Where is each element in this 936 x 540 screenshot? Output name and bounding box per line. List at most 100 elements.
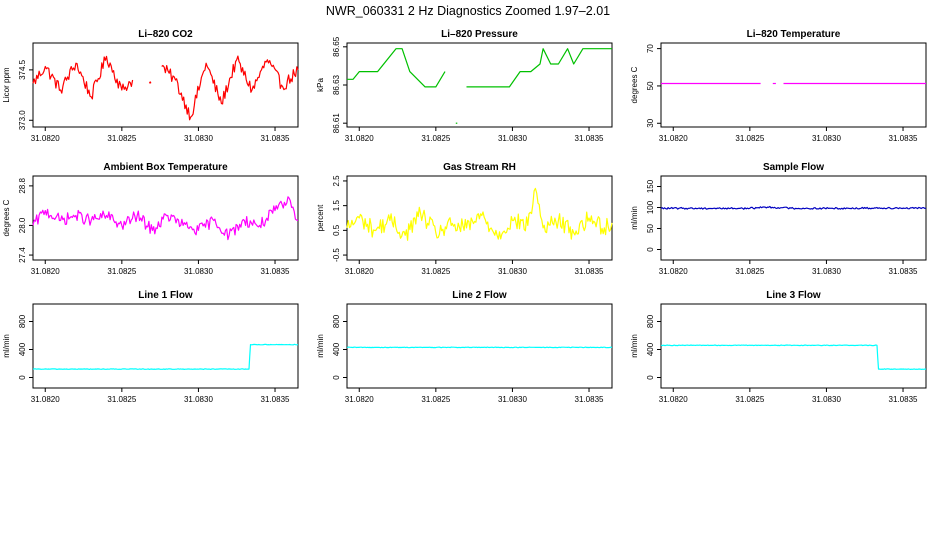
panel-line-2-flow: Line 2 Flow ml/min 0 400 800 31.0820 31.0825 31… [316, 290, 613, 404]
plot-frame-line-3-flow [660, 303, 927, 389]
panel-title-li-820-co2: Li–820 CO2 [138, 29, 193, 40]
y-tick-label: 374.5 [18, 59, 27, 80]
y-axis-label-li-820-pressure: kPa [316, 78, 325, 92]
y-tick-label: 800 [646, 314, 655, 328]
y-tick-label: 400 [646, 342, 655, 356]
x-tick-label: 31.0830 [498, 267, 527, 276]
x-tick-label: 31.0825 [421, 134, 450, 143]
series-line-li-820-pressure-1 [347, 48, 446, 88]
series-line-li-820-co2-1 [32, 55, 134, 100]
x-tick-label: 31.0820 [659, 134, 688, 143]
x-tick-label: 31.0835 [889, 134, 918, 143]
y-axis-label-ambient-box-temperature: degrees C [2, 199, 11, 236]
x-tick-label: 31.0825 [735, 267, 764, 276]
y-tick-label: 100 [646, 200, 655, 214]
series-line-line-1-flow-1 [32, 343, 299, 370]
x-tick-label: 31.0830 [812, 267, 841, 276]
series-line-line-2-flow-1 [346, 346, 613, 349]
x-tick-label: 31.0820 [31, 134, 60, 143]
panel-title-sample-flow: Sample Flow [763, 162, 824, 173]
panel-title-li-820-pressure: Li–820 Pressure [441, 29, 518, 40]
x-tick-label: 31.0835 [261, 267, 290, 276]
x-tick-label: 31.0835 [575, 267, 604, 276]
y-axis-label-line-2-flow: ml/min [316, 334, 325, 358]
series-line-gas-stream-rh-1 [346, 187, 613, 241]
y-tick-label: 27.4 [18, 247, 27, 263]
y-tick-label: 28.8 [18, 178, 27, 194]
y-tick-label: 28.0 [18, 217, 27, 233]
x-tick-label: 31.0825 [735, 134, 764, 143]
y-tick-label: 0 [646, 375, 655, 380]
figure-title: NWR_060331 2 Hz Diagnostics Zoomed 1.97–… [326, 4, 610, 18]
panel-title-line-2-flow: Line 2 Flow [452, 290, 507, 301]
plot-frame-sample-flow [660, 175, 927, 261]
y-axis-label-line-1-flow: ml/min [2, 334, 11, 358]
y-tick-label: 0 [18, 375, 27, 380]
y-tick-label: 50 [646, 224, 655, 233]
x-tick-label: 31.0830 [498, 395, 527, 404]
x-tick-label: 31.0820 [659, 395, 688, 404]
y-tick-label: 2.5 [332, 175, 341, 187]
x-tick-label: 31.0830 [812, 395, 841, 404]
x-tick-label: 31.0825 [107, 134, 136, 143]
y-tick-label: 30 [646, 118, 655, 127]
panel-gas-stream-rh: Gas Stream RH percent -0.5 0.5 1.5 2.5 31.0820… [316, 162, 613, 276]
y-axis-label-li-820-co2: Licor ppm [2, 67, 11, 102]
x-tick-label: 31.0835 [889, 395, 918, 404]
series-line-li-820-co2-3 [161, 55, 299, 121]
panel-title-line-1-flow: Line 1 Flow [138, 290, 193, 301]
plot-frame-ambient-box-temperature [32, 175, 299, 261]
y-tick-label: 86.65 [332, 36, 341, 57]
x-tick-label: 31.0835 [575, 134, 604, 143]
panel-li-820-pressure: Li–820 Pressure kPa 86.61 86.63 86.65 31.0820… [316, 29, 613, 143]
plot-frame-line-1-flow [32, 303, 299, 389]
plot-frame-li-820-co2 [32, 42, 299, 128]
x-tick-label: 31.0830 [812, 134, 841, 143]
x-tick-label: 31.0830 [184, 395, 213, 404]
y-tick-label: 86.61 [332, 113, 341, 134]
panel-sample-flow: Sample Flow ml/min 0 50 100 150 31.0820 31.0825… [630, 162, 927, 276]
y-axis-label-sample-flow: ml/min [630, 206, 639, 230]
x-tick-label: 31.0820 [345, 395, 374, 404]
y-tick-label: 0 [646, 247, 655, 252]
y-tick-label: 1.5 [332, 200, 341, 212]
x-tick-label: 31.0820 [31, 395, 60, 404]
series-line-li-820-co2-2 [148, 81, 152, 84]
x-tick-label: 31.0835 [261, 395, 290, 404]
x-tick-label: 31.0830 [184, 267, 213, 276]
x-tick-label: 31.0835 [575, 395, 604, 404]
x-tick-label: 31.0820 [345, 267, 374, 276]
x-tick-label: 31.0825 [735, 395, 764, 404]
y-tick-label: 150 [646, 179, 655, 193]
y-tick-label: 400 [18, 342, 27, 356]
panel-grid: Li–820 CO2 Licor ppm 373.0 374.5 31.0820 31.0… [2, 29, 927, 404]
series-line-ambient-box-temperature-1 [32, 196, 299, 241]
x-tick-label: 31.0835 [261, 134, 290, 143]
x-tick-label: 31.0825 [421, 395, 450, 404]
panel-line-1-flow: Line 1 Flow ml/min 0 400 800 31.0820 31.0825 31… [2, 290, 299, 404]
series-line-li-820-pressure-3 [466, 48, 612, 88]
y-tick-label: 0 [332, 375, 341, 380]
panel-li-820-co2: Li–820 CO2 Licor ppm 373.0 374.5 31.0820 31.0… [2, 29, 299, 143]
panel-line-3-flow: Line 3 Flow ml/min 0 400 800 31.0820 31.0825 31… [630, 290, 927, 404]
y-axis-label-line-3-flow: ml/min [630, 334, 639, 358]
x-tick-label: 31.0825 [107, 395, 136, 404]
x-tick-label: 31.0820 [659, 267, 688, 276]
panel-li-820-temperature: Li–820 Temperature degrees C 30 50 70 31.0820… [630, 29, 927, 143]
panel-title-line-3-flow: Line 3 Flow [766, 290, 821, 301]
x-tick-label: 31.0830 [184, 134, 213, 143]
x-tick-label: 31.0825 [421, 267, 450, 276]
y-axis-label-li-820-temperature: degrees C [630, 66, 639, 103]
y-tick-label: 70 [646, 44, 655, 53]
plot-frame-li-820-pressure [346, 42, 613, 128]
x-tick-label: 31.0820 [31, 267, 60, 276]
y-tick-label: 373.0 [18, 110, 27, 131]
panel-ambient-box-temperature: Ambient Box Temperature degrees C 27.4 28.0… [2, 162, 299, 276]
x-tick-label: 31.0820 [345, 134, 374, 143]
y-tick-label: 800 [18, 314, 27, 328]
panel-title-gas-stream-rh: Gas Stream RH [443, 162, 516, 173]
plot-frame-li-820-temperature [660, 42, 927, 128]
plot-frame-gas-stream-rh [346, 175, 613, 261]
y-tick-label: 0.5 [332, 224, 341, 236]
